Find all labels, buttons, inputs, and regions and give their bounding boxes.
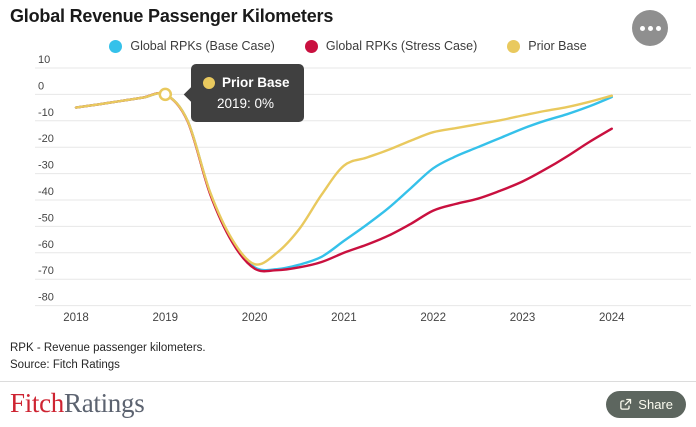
share-button-label: Share — [638, 397, 673, 412]
x-axis-tick-label: 2020 — [242, 312, 268, 324]
legend-dot-icon — [109, 39, 123, 53]
footer-bar: FitchRatings Share — [0, 381, 696, 427]
x-axis-tick-label: 2019 — [153, 312, 179, 324]
page-title: Global Revenue Passenger Kilometers — [10, 6, 334, 26]
legend-item[interactable]: Prior Base — [507, 39, 587, 53]
footnotes: RPK - Revenue passenger kilometers. Sour… — [10, 340, 206, 374]
x-axis-tick-label: 2023 — [510, 312, 536, 324]
series-line[interactable] — [74, 91, 613, 273]
x-axis-tick-label: 2018 — [63, 312, 89, 324]
y-axis-tick-label: 10 — [38, 54, 50, 66]
legend-label: Global RPKs (Stress Case) — [325, 39, 478, 53]
ellipsis-icon — [655, 25, 661, 31]
y-axis-tick-label: -80 — [38, 292, 54, 304]
chart-area[interactable]: 10 0 -10 -20 -30 -40 -50 -60 -70 -80 2018 2019 2020 2… — [35, 50, 696, 328]
x-axis-tick-label: 2021 — [331, 312, 357, 324]
y-axis-tick-label: -40 — [38, 186, 54, 198]
legend-dot-icon — [507, 39, 521, 53]
legend-item[interactable]: Global RPKs (Base Case) — [109, 39, 275, 53]
y-axis-tick-label: -70 — [38, 265, 54, 277]
legend-label: Global RPKs (Base Case) — [130, 39, 275, 53]
footnote-definition: RPK - Revenue passenger kilometers. — [10, 342, 206, 354]
chart-tooltip: Prior Base 2019: 0% — [191, 64, 304, 123]
share-button[interactable]: Share — [606, 391, 686, 418]
y-axis-tick-label: -10 — [38, 107, 54, 119]
legend-label: Prior Base — [528, 39, 587, 53]
y-axis-tick-label: -20 — [38, 133, 54, 145]
y-axis-tick-label: -60 — [38, 239, 54, 251]
series-line[interactable] — [74, 91, 613, 272]
share-icon — [620, 398, 632, 410]
footnote-source: Source: Fitch Ratings — [10, 359, 120, 371]
tooltip-series-dot-icon — [203, 76, 215, 89]
tooltip-series-name: Prior Base — [222, 75, 290, 90]
line-chart-canvas[interactable]: 10 0 -10 -20 -30 -40 -50 -60 -70 -80 2018 2019 2020 2… — [35, 50, 696, 328]
series-line[interactable] — [74, 91, 613, 266]
ellipsis-icon — [647, 25, 653, 31]
legend-item[interactable]: Global RPKs (Stress Case) — [304, 39, 478, 53]
highlighted-data-point[interactable] — [158, 87, 173, 102]
x-axis-tick-label: 2024 — [599, 312, 625, 324]
y-axis-tick-label: -50 — [38, 212, 54, 224]
chart-legend: Global RPKs (Base Case) Global RPKs (Stre… — [0, 39, 696, 53]
tooltip-value: 2019: 0% — [217, 95, 275, 111]
ellipsis-icon — [639, 25, 645, 31]
y-axis-tick-label: 0 — [38, 80, 44, 92]
y-axis-tick-label: -30 — [38, 160, 54, 172]
more-options-button[interactable] — [632, 10, 668, 46]
legend-dot-icon — [304, 39, 318, 53]
x-axis-tick-label: 2022 — [420, 312, 446, 324]
fitch-ratings-logo: FitchRatings — [10, 388, 145, 418]
